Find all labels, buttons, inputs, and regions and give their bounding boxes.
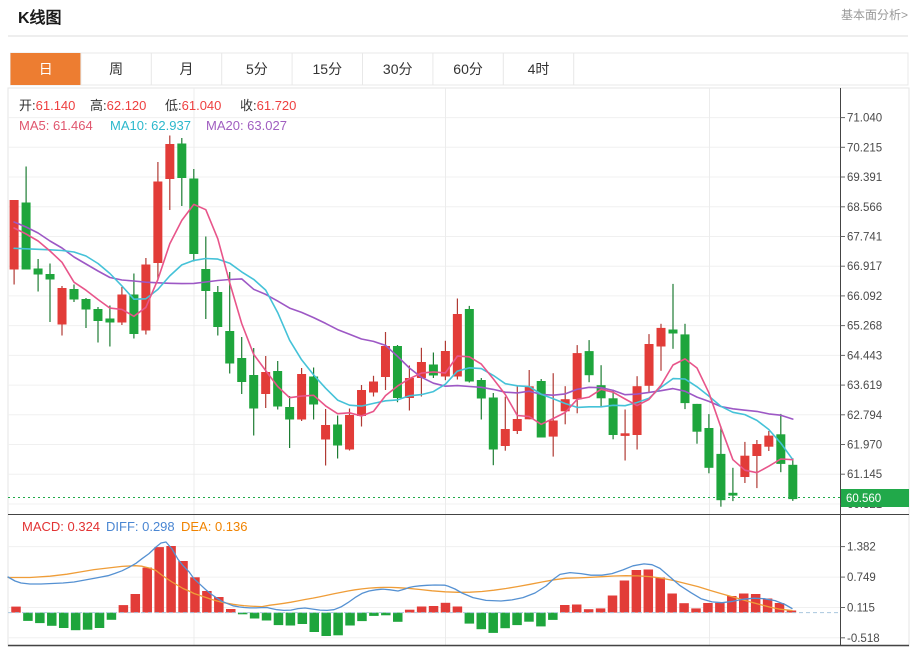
svg-text:0.115: 0.115 <box>847 603 875 615</box>
svg-text:日: 日 <box>39 61 53 77</box>
svg-text:66.917: 66.917 <box>847 261 882 273</box>
svg-text:71.040: 71.040 <box>847 113 882 125</box>
svg-text:62.794: 62.794 <box>847 410 883 422</box>
svg-text:-0.518: -0.518 <box>847 633 880 645</box>
svg-text:61.970: 61.970 <box>847 440 882 452</box>
svg-text:61.145: 61.145 <box>847 469 882 481</box>
svg-text:K线图: K线图 <box>18 8 62 27</box>
svg-text:30分: 30分 <box>383 61 413 77</box>
svg-text:0.749: 0.749 <box>847 572 876 584</box>
svg-text:5分: 5分 <box>246 61 268 77</box>
svg-text:15分: 15分 <box>313 61 343 77</box>
svg-text:66.092: 66.092 <box>847 291 882 303</box>
svg-text:4时: 4时 <box>528 61 550 77</box>
svg-text:70.215: 70.215 <box>847 142 882 154</box>
svg-text:周: 周 <box>109 61 123 77</box>
svg-text:64.443: 64.443 <box>847 350 882 362</box>
svg-text:68.566: 68.566 <box>847 202 882 214</box>
svg-text:高:62.120: 高:62.120 <box>90 98 146 113</box>
svg-text:65.268: 65.268 <box>847 321 882 333</box>
svg-text:基本面分析>: 基本面分析> <box>841 8 908 22</box>
svg-text:60分: 60分 <box>453 61 483 77</box>
svg-text:收:61.720: 收:61.720 <box>240 98 296 113</box>
svg-text:60.560: 60.560 <box>846 493 881 505</box>
svg-text:DEA: 0.136: DEA: 0.136 <box>181 519 248 534</box>
svg-text:1.382: 1.382 <box>847 542 876 554</box>
svg-text:月: 月 <box>180 61 194 77</box>
svg-text:MA5: 61.464 MA10: 62.937 MA2: MA5: 61.464 MA10: 62.937 MA20: 63.027 <box>19 118 287 133</box>
svg-text:DIFF: 0.298: DIFF: 0.298 <box>106 519 175 534</box>
svg-text:低:61.040: 低:61.040 <box>165 98 221 113</box>
svg-text:开:61.140: 开:61.140 <box>19 98 75 113</box>
svg-text:63.619: 63.619 <box>847 380 882 392</box>
svg-text:MACD: 0.324: MACD: 0.324 <box>22 519 100 534</box>
svg-text:69.391: 69.391 <box>847 172 882 184</box>
svg-text:67.741: 67.741 <box>847 232 882 244</box>
